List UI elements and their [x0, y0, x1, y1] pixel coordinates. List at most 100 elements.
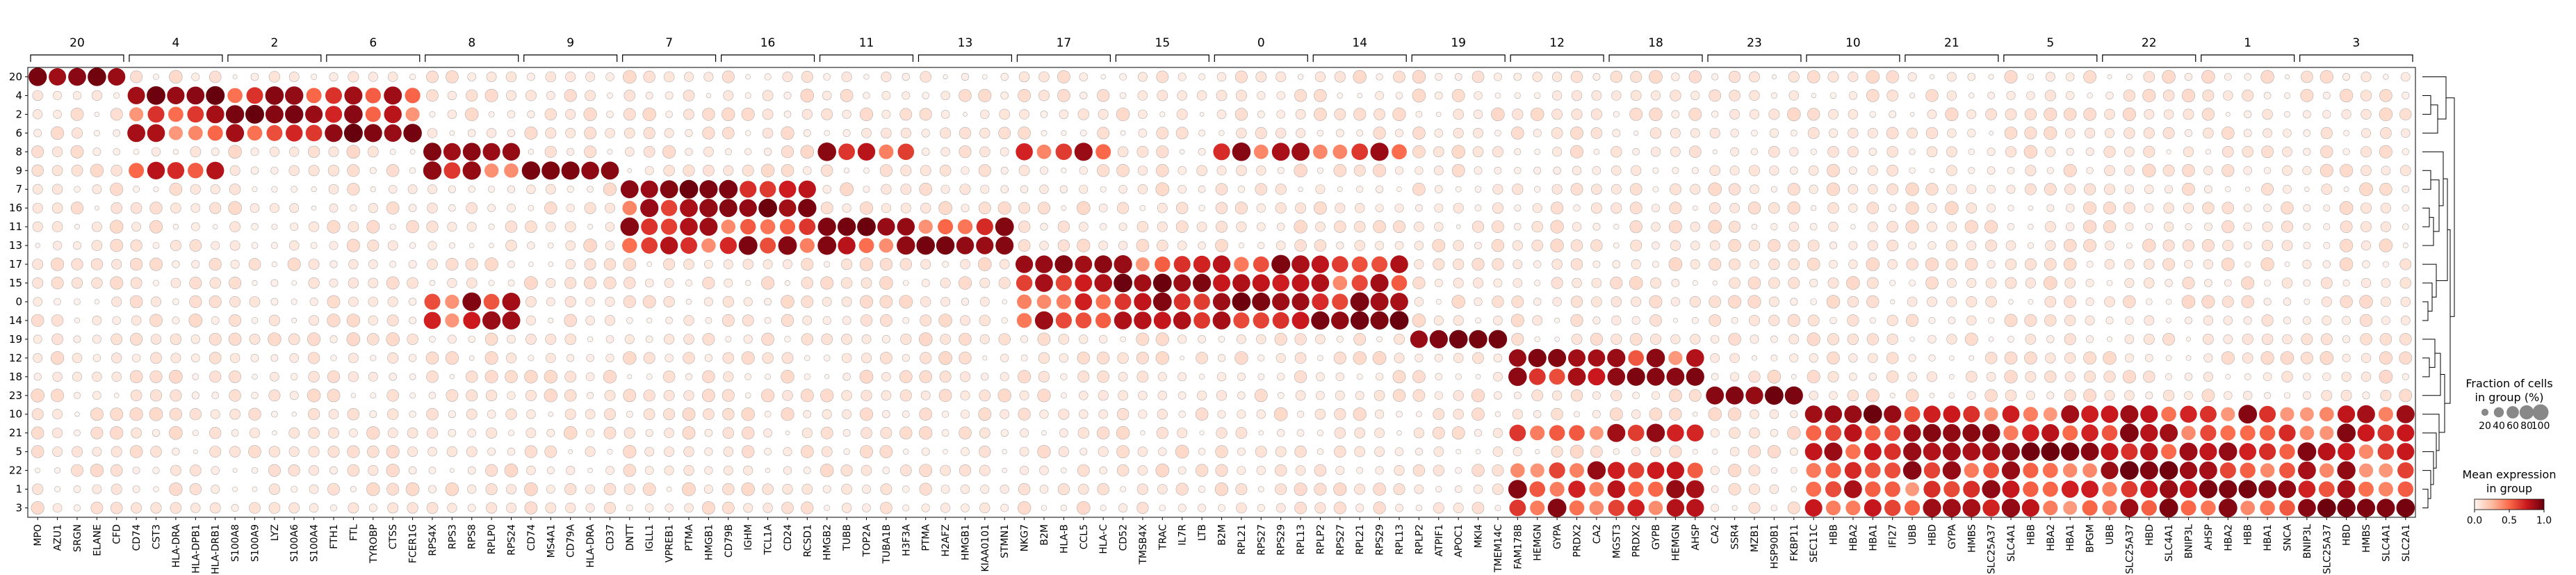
group-label: 8 — [468, 36, 475, 50]
dot — [1469, 330, 1487, 349]
dot — [1844, 480, 1862, 499]
gene-label: HLA-DRA — [171, 524, 182, 568]
dot — [585, 316, 595, 325]
dot — [703, 408, 715, 421]
gene-label: SLC2A1 — [2401, 524, 2412, 562]
dot — [1435, 299, 1442, 305]
dot — [763, 259, 773, 270]
dot — [1968, 92, 1975, 99]
dot — [1627, 367, 1645, 386]
dot — [1075, 274, 1093, 292]
dot — [309, 484, 319, 494]
gene-label: VPREB1 — [665, 524, 676, 562]
dot — [466, 222, 477, 232]
dot — [1136, 501, 1149, 515]
dot — [1018, 239, 1031, 252]
gene-label: HLA-B — [1059, 524, 1070, 553]
dot — [524, 501, 538, 515]
row-label: 20 — [9, 70, 22, 83]
dot — [1709, 202, 1721, 214]
dot — [861, 389, 872, 401]
dot — [2260, 463, 2275, 478]
dot — [1948, 392, 1955, 399]
dot — [1866, 295, 1880, 309]
dot — [1770, 92, 1777, 99]
dot — [1061, 205, 1067, 211]
dot — [899, 370, 913, 384]
dot — [2124, 259, 2135, 270]
dot — [940, 90, 950, 101]
dot — [1768, 277, 1780, 289]
dot — [108, 67, 126, 86]
dot — [111, 353, 122, 364]
dot — [465, 258, 478, 271]
dot — [1533, 166, 1542, 175]
dot — [1964, 220, 1978, 234]
dot — [251, 242, 259, 249]
dot — [1790, 467, 1798, 474]
dot — [1055, 143, 1073, 161]
gene-label: TCL1A — [763, 524, 774, 556]
dot — [92, 391, 101, 400]
dot — [1929, 168, 1935, 173]
dot — [1748, 165, 1761, 177]
dot — [1375, 204, 1384, 213]
gene-label: MZB1 — [1750, 524, 1761, 552]
dot — [462, 161, 481, 180]
dot — [1711, 503, 1720, 512]
dot — [1351, 256, 1368, 273]
dot — [2165, 373, 2172, 380]
dot — [1747, 202, 1761, 215]
dot — [1177, 466, 1187, 475]
dot — [1412, 88, 1426, 103]
dot — [2320, 426, 2334, 440]
x-axis-labels: MPO AZU1 SRGN ELANE CFD CD74 CST3 HLA-DRA HLA-DP… — [33, 517, 2412, 574]
dot — [1968, 148, 1975, 156]
dot — [940, 503, 951, 513]
dot — [643, 127, 655, 139]
dot — [1570, 463, 1584, 478]
dot — [446, 70, 459, 83]
dot — [2321, 296, 2332, 307]
dot — [130, 332, 143, 346]
dendrogram-link — [2422, 264, 2437, 298]
dot — [1691, 316, 1699, 324]
gene-label: AZU1 — [53, 524, 64, 551]
dot — [1869, 111, 1877, 118]
dot — [484, 88, 498, 102]
dot — [1666, 499, 1685, 517]
dot — [2378, 407, 2393, 422]
dot — [1770, 467, 1777, 474]
dot — [2184, 391, 2193, 400]
dot — [2166, 318, 2171, 323]
dot — [1097, 483, 1109, 496]
dot — [1177, 391, 1187, 400]
dot — [127, 124, 146, 143]
dot — [2279, 500, 2295, 516]
dot — [1394, 241, 1404, 250]
dot — [1532, 203, 1542, 213]
dot — [193, 449, 198, 454]
dot — [1669, 407, 1682, 421]
dot — [270, 354, 279, 362]
dot — [1886, 239, 1898, 252]
dot — [32, 184, 43, 195]
dot — [147, 86, 165, 105]
dot — [2182, 164, 2195, 177]
dot — [1866, 89, 1880, 102]
dot — [1551, 277, 1563, 289]
dot — [328, 427, 339, 439]
dot — [408, 298, 417, 306]
dot — [1120, 486, 1126, 492]
dot — [2402, 91, 2410, 99]
dot — [920, 314, 932, 327]
dot — [74, 186, 81, 193]
dot — [32, 483, 44, 495]
dot — [1137, 72, 1148, 82]
group-bracket — [2003, 54, 2098, 62]
dot — [33, 297, 43, 307]
dot — [2081, 405, 2099, 423]
dot — [1079, 448, 1088, 455]
dot — [623, 483, 635, 495]
dot — [1118, 222, 1127, 231]
